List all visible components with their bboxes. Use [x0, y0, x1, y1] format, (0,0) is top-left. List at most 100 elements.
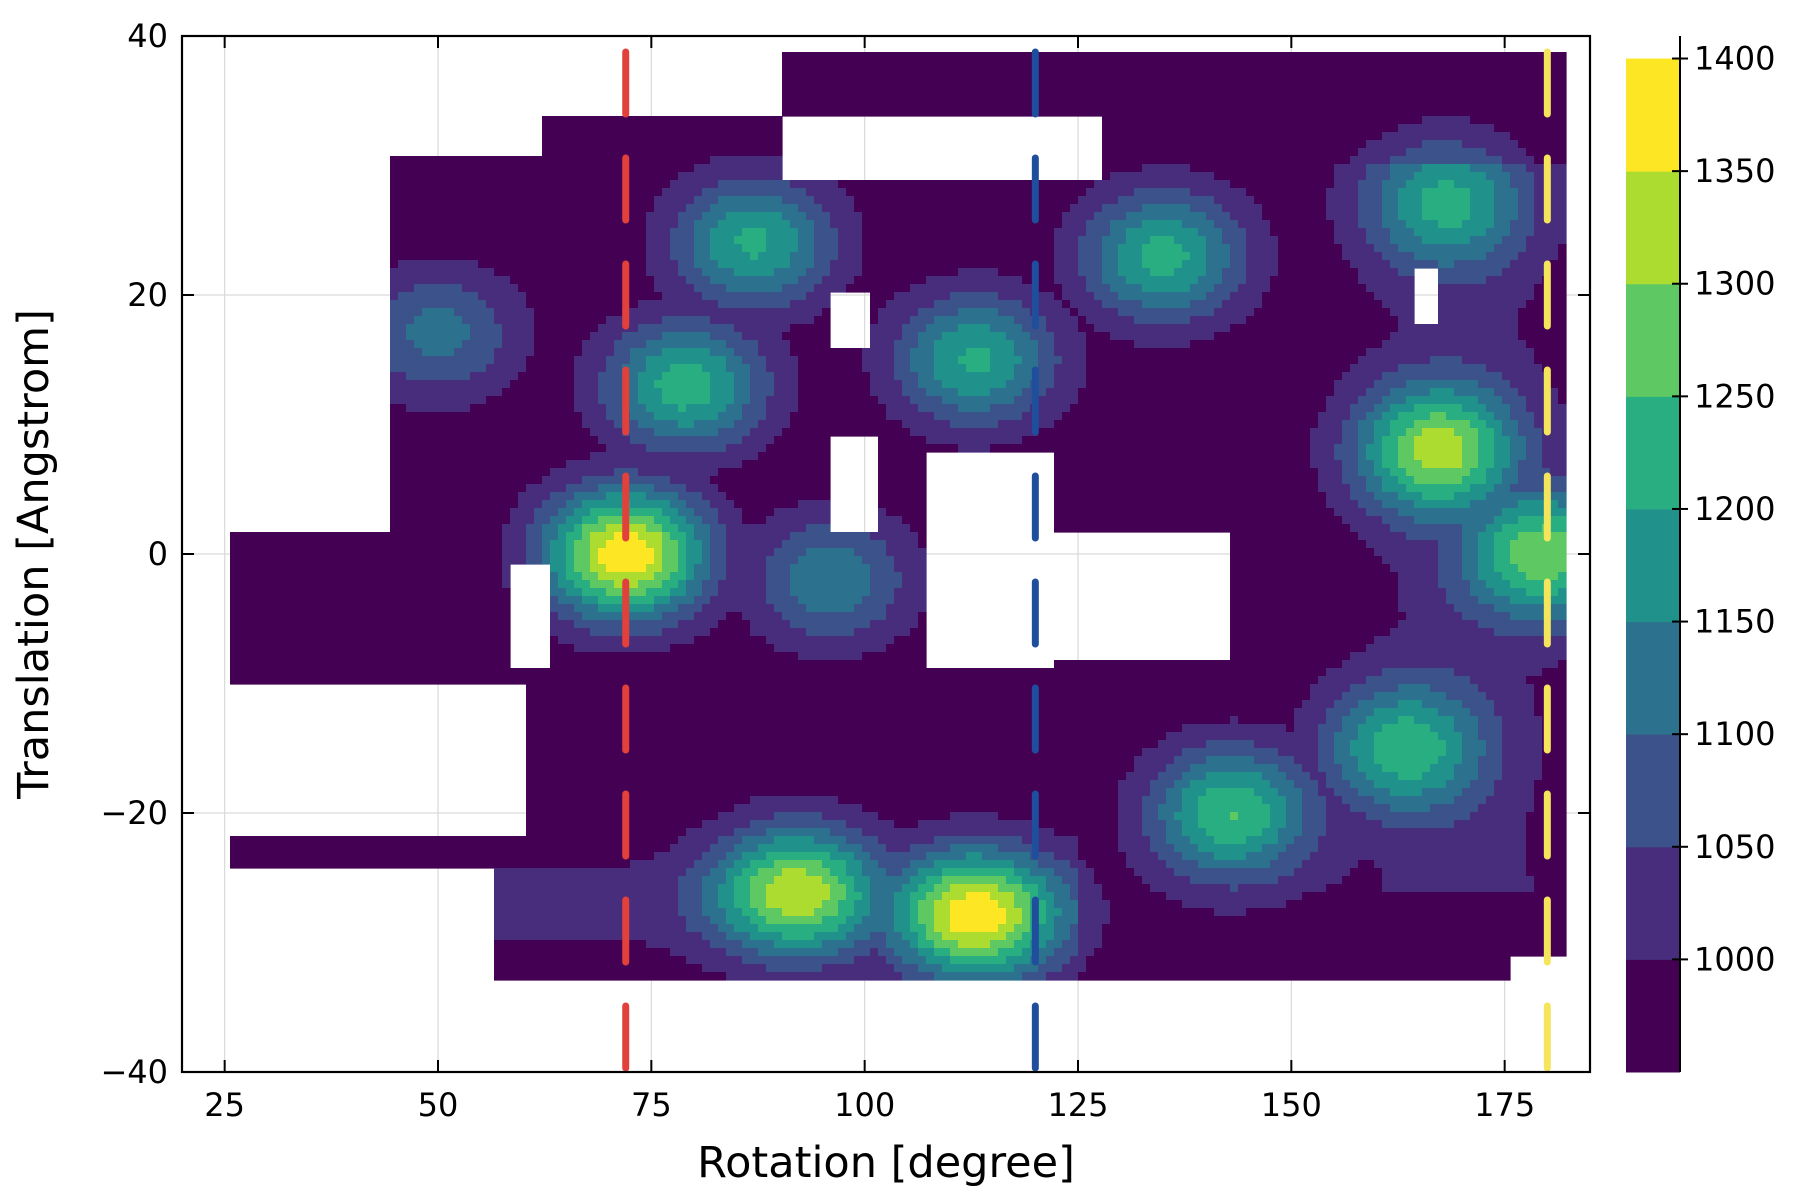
contour-cell — [558, 604, 567, 613]
contour-cell — [670, 860, 679, 869]
contour-cell — [406, 532, 415, 541]
contour-cell — [566, 236, 575, 245]
contour-cell — [438, 380, 447, 389]
contour-cell — [502, 836, 511, 845]
contour-cell — [734, 420, 743, 429]
contour-cell — [518, 324, 527, 333]
contour-cell — [694, 420, 703, 429]
contour-cell — [462, 460, 471, 469]
contour-cell — [446, 268, 455, 277]
contour-cell — [710, 396, 719, 405]
contour-cell — [246, 860, 255, 869]
contour-cell — [414, 540, 423, 549]
contour-cell — [726, 508, 735, 517]
contour-cell — [550, 932, 559, 941]
contour-cell — [470, 276, 479, 285]
contour-cell — [582, 788, 591, 797]
contour-cell — [638, 308, 647, 317]
contour-cell — [566, 268, 575, 277]
contour-cell — [758, 572, 767, 581]
contour-cell — [566, 852, 575, 861]
contour-cell — [518, 348, 527, 357]
contour-cell — [646, 548, 655, 557]
contour-cell — [702, 604, 711, 613]
contour-cell — [750, 212, 759, 221]
contour-cell — [590, 556, 599, 565]
contour-cell — [582, 812, 591, 821]
contour-cell — [686, 516, 695, 525]
contour-cell — [422, 284, 431, 293]
contour-cell — [718, 388, 727, 397]
contour-cell — [430, 612, 439, 621]
contour-cell — [646, 276, 655, 285]
contour-cell — [766, 452, 775, 461]
contour-cell — [630, 628, 639, 637]
contour-cell — [550, 228, 559, 237]
contour-cell — [654, 364, 663, 373]
contour-cell — [566, 556, 575, 565]
contour-cell — [558, 924, 567, 933]
contour-cell — [654, 228, 663, 237]
contour-cell — [582, 772, 591, 781]
contour-cell — [470, 228, 479, 237]
contour-cell — [542, 756, 551, 765]
contour-cell — [582, 588, 591, 597]
contour-cell — [430, 348, 439, 357]
contour-cell — [422, 188, 431, 197]
contour-cell — [574, 516, 583, 525]
contour-cell — [662, 172, 671, 181]
contour-cell — [694, 292, 703, 301]
contour-cell — [750, 228, 759, 237]
contour-cell — [342, 668, 351, 677]
contour-cell — [574, 796, 583, 805]
contour-cell — [654, 292, 663, 301]
contour-cell — [598, 612, 607, 621]
contour-cell — [598, 196, 607, 205]
contour-cell — [574, 684, 583, 693]
contour-cell — [630, 476, 639, 485]
contour-cell — [750, 388, 759, 397]
contour-cell — [686, 356, 695, 365]
contour-cell — [598, 924, 607, 933]
contour-cell — [582, 820, 591, 829]
contour-cell — [598, 372, 607, 381]
contour-cell — [558, 124, 567, 133]
contour-cell — [614, 268, 623, 277]
contour-cell — [422, 604, 431, 613]
contour-cell — [318, 540, 327, 549]
contour-cell — [718, 396, 727, 405]
contour-cell — [350, 660, 359, 669]
contour-cell — [678, 892, 687, 901]
contour-cell — [750, 644, 759, 653]
contour-cell — [710, 652, 719, 661]
contour-cell — [494, 620, 503, 629]
contour-cell — [574, 580, 583, 589]
contour-cell — [654, 460, 663, 469]
contour-cell — [638, 252, 647, 261]
contour-cell — [414, 564, 423, 573]
contour-cell — [590, 604, 599, 613]
contour-cell — [662, 644, 671, 653]
contour-cell — [606, 772, 615, 781]
contour-cell — [710, 788, 719, 797]
contour-cell — [686, 436, 695, 445]
contour-cell — [598, 228, 607, 237]
contour-cell — [766, 148, 775, 157]
contour-cell — [566, 156, 575, 165]
contour-cell — [550, 356, 559, 365]
contour-cell — [566, 364, 575, 373]
contour-cell — [566, 460, 575, 469]
contour-cell — [446, 220, 455, 229]
contour-cell — [534, 676, 543, 685]
contour-cell — [462, 836, 471, 845]
contour-cell — [742, 780, 751, 789]
contour-cell — [566, 668, 575, 677]
contour-cell — [702, 484, 711, 493]
contour-cell — [654, 900, 663, 909]
contour-cell — [654, 356, 663, 365]
contour-cell — [574, 676, 583, 685]
contour-cell — [390, 244, 399, 253]
contour-cell — [590, 524, 599, 533]
contour-cell — [550, 284, 559, 293]
contour-cell — [582, 460, 591, 469]
